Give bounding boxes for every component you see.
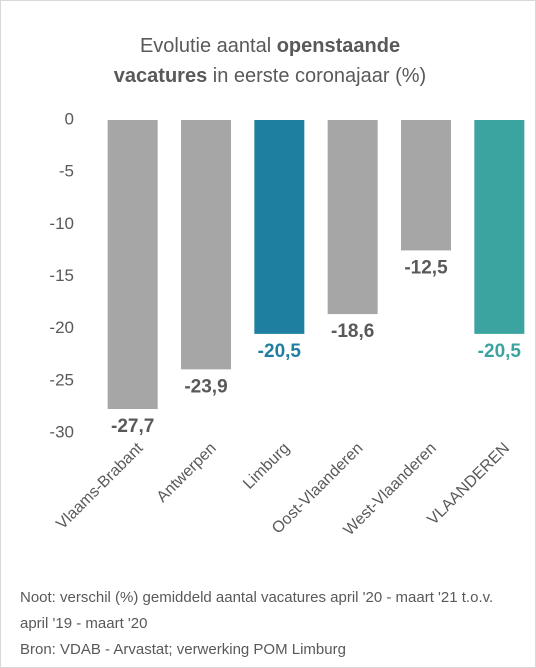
y-tick-label: -25 [49,370,74,389]
chart-title: Evolutie aantal openstaande [140,35,400,57]
y-tick-label: -20 [49,318,74,337]
data-label: -20,5 [478,341,522,362]
bar [181,120,231,370]
chart: Evolutie aantal openstaande vacatures in … [49,35,525,539]
title-part: openstaande [277,35,400,57]
bar [254,120,305,334]
title-part: in eerste coronajaar (%) [207,65,426,87]
y-tick-label: -5 [59,162,74,181]
bar [327,120,378,315]
data-label: -23,9 [184,376,227,397]
data-label: -18,6 [331,321,374,342]
bar [107,120,158,410]
notes: Noot: verschil (%) gemiddeld aantal vaca… [20,585,525,663]
bar [401,120,451,251]
data-label: -12,5 [404,257,448,278]
x-tick-label: Vlaams-Brabant [53,439,147,533]
y-tick-label: -15 [49,266,74,285]
y-tick-label: 0 [65,109,74,128]
bar [474,120,525,334]
x-tick-label: Limburg [240,440,293,493]
note: Bron: VDAB - Arvastat; verwerking POM Li… [20,641,346,658]
title-part: Evolutie aantal [140,35,277,57]
chart-title: vacatures in eerste coronajaar (%) [114,65,426,87]
data-label: -27,7 [111,416,154,437]
y-tick-label: -30 [49,422,74,441]
note: Noot: verschil (%) gemiddeld aantal vaca… [20,589,494,632]
title-part: vacatures [114,65,207,87]
x-tick-label: Antwerpen [154,440,220,506]
data-label: -20,5 [258,341,302,362]
y-tick-label: -10 [49,214,74,233]
